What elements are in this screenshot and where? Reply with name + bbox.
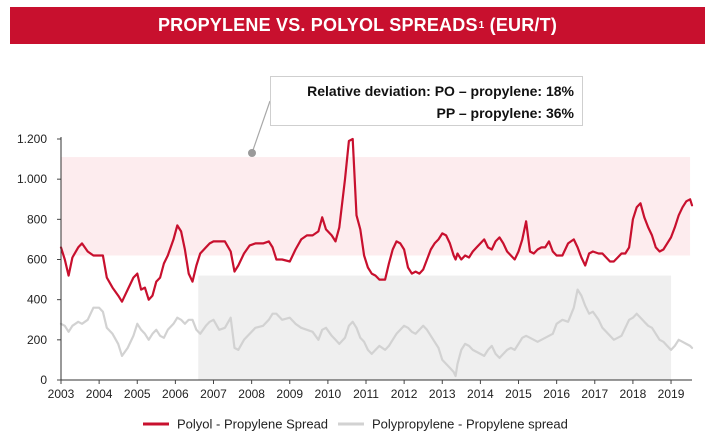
y-tick-label: 200 — [27, 333, 47, 347]
legend-label-polyol: Polyol - Propylene Spread — [177, 417, 328, 432]
x-tick-label: 2017 — [581, 387, 608, 401]
series-lines — [59, 137, 694, 378]
y-tick-label: 0 — [40, 373, 47, 387]
x-tick-label: 2016 — [543, 387, 570, 401]
y-tick-labels: 0 200 400 600 800 1.000 1.200 — [17, 132, 47, 387]
chart-title: PROPYLENE VS. POLYOL SPREADS — [157, 15, 478, 35]
x-tick-label: 2018 — [620, 387, 647, 401]
x-tick-label: 2008 — [238, 387, 265, 401]
axes — [60, 137, 692, 381]
y-gridlines — [57, 138, 61, 381]
x-tick-label: 2003 — [48, 387, 75, 401]
title-footnote-mark: 1 — [478, 20, 485, 31]
legend-label-polypropylene: Polypropylene - Propylene spread — [372, 417, 568, 432]
shaded-band-polyol — [61, 157, 691, 256]
x-tick-label: 2015 — [505, 387, 532, 401]
x-tick-label: 2004 — [86, 387, 113, 401]
chart-unit: (EUR/T) — [489, 15, 558, 35]
x-tick-labels: 2003 2004 2005 2006 2007 2008 2009 2010 2011 2012… — [48, 380, 685, 401]
x-tick-label: 2011 — [353, 387, 379, 401]
x-tick-label: 2010 — [315, 387, 342, 401]
x-tick-label: 2006 — [162, 387, 189, 401]
x-tick-label: 2005 — [124, 387, 151, 401]
annotation-pp-line: PP – propylene: 36% — [436, 105, 574, 121]
polyol-series-line — [59, 137, 694, 303]
shaded-range-bands — [61, 157, 691, 380]
y-tick-label: 1.000 — [17, 172, 47, 186]
x-tick-label: 2012 — [391, 387, 418, 401]
shaded-band-polypropylene — [198, 275, 672, 380]
legend: Polyol - Propylene Spread Polypropylene -… — [143, 417, 568, 432]
y-tick-label: 400 — [27, 293, 47, 307]
y-tick-label: 1.200 — [17, 132, 47, 146]
x-tick-label: 2013 — [429, 387, 456, 401]
x-tick-label: 2009 — [276, 387, 303, 401]
annotation-pointer-dot — [248, 149, 256, 157]
y-tick-label: 600 — [27, 253, 47, 267]
x-tick-label: 2019 — [658, 387, 685, 401]
y-tick-label: 800 — [27, 212, 47, 226]
relative-deviation-annotation: Relative deviation: PO – propylene: 18% … — [270, 76, 583, 126]
x-tick-label: 2007 — [200, 387, 227, 401]
chart-title-banner: PROPYLENE VS. POLYOL SPREADS 1 (EUR/T) — [10, 7, 705, 44]
annotation-po-line: Relative deviation: PO – propylene: 18% — [307, 83, 574, 99]
polypropylene-series-line — [59, 288, 694, 378]
x-tick-label: 2014 — [467, 387, 494, 401]
annotation-leader-line — [251, 100, 271, 154]
